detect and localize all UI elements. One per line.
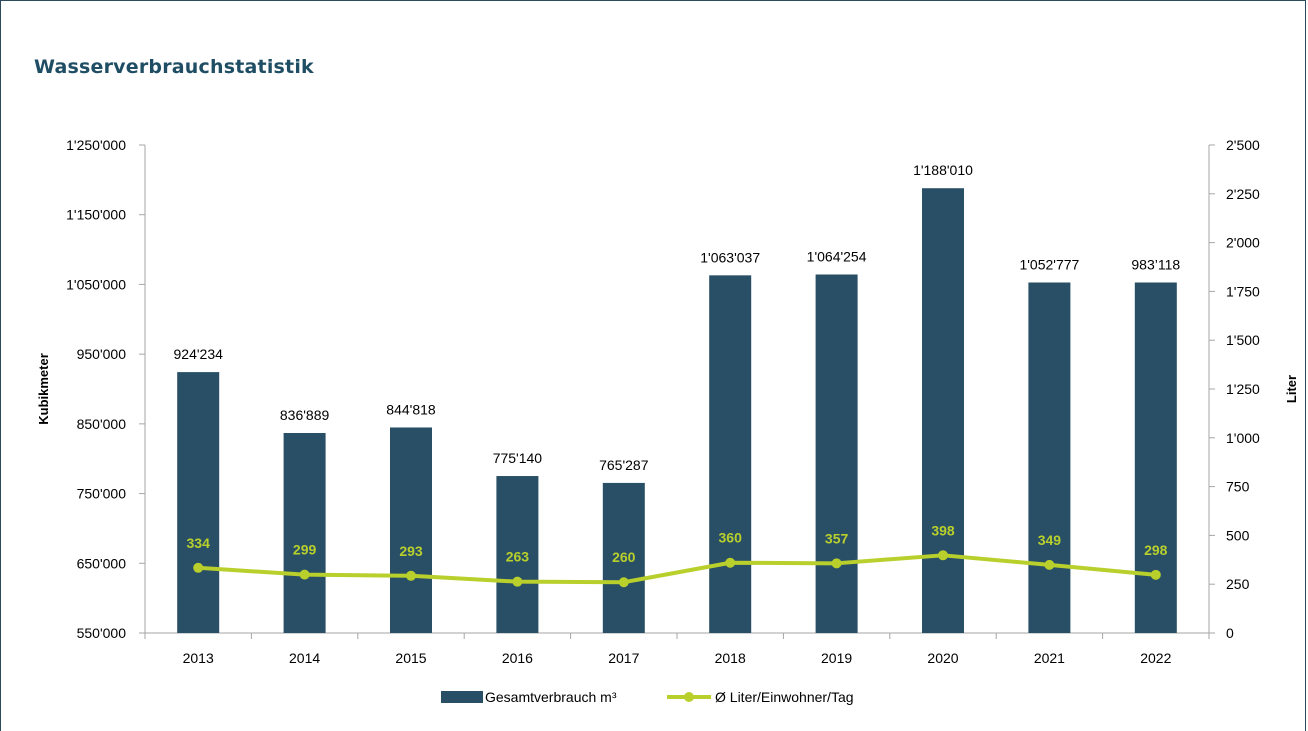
right-tick-label: 1'750 — [1226, 283, 1260, 299]
right-tick-label: 2'250 — [1226, 186, 1260, 202]
bar — [922, 188, 964, 633]
bar-data-label: 765'287 — [599, 457, 649, 473]
bar-data-label: 983’118 — [1131, 256, 1180, 272]
right-tick-label: 2'500 — [1226, 137, 1260, 153]
right-tick-label: 1'250 — [1226, 381, 1260, 397]
x-tick-label: 2016 — [502, 650, 533, 666]
line-point — [938, 550, 948, 561]
x-tick-label: 2014 — [289, 650, 320, 666]
bar — [390, 427, 432, 633]
right-tick-label: 500 — [1226, 527, 1250, 543]
line-point — [1150, 569, 1161, 580]
page-title: Wasserverbrauchstatistik — [34, 56, 314, 78]
left-tick-label: 1'050'000 — [66, 276, 126, 292]
bar — [496, 476, 539, 633]
line-point — [193, 562, 204, 573]
left-tick-label: 550'000 — [77, 625, 127, 641]
line-data-label: 260 — [612, 549, 636, 565]
right-tick-label: 250 — [1226, 576, 1250, 592]
y2-axis-title: Liter — [1284, 375, 1299, 403]
line-data-label: 334 — [187, 535, 211, 551]
left-tick-label: 750'000 — [77, 486, 127, 502]
line-point — [406, 570, 416, 581]
legend-label-bars: Gesamtverbrauch m³ — [485, 689, 617, 705]
bar — [709, 275, 752, 633]
line-point — [831, 558, 842, 569]
right-tick-label: 2'000 — [1226, 235, 1260, 251]
left-tick-label: 650'000 — [77, 555, 127, 571]
bar-data-label: 1'052'777 — [1019, 256, 1079, 272]
left-tick-label: 1'150'000 — [66, 207, 126, 223]
bar-data-label: 1'063'037 — [700, 249, 760, 265]
line-data-label: 349 — [1038, 532, 1062, 548]
line-point — [299, 569, 310, 580]
bar — [177, 372, 220, 633]
x-tick-label: 2022 — [1140, 650, 1171, 666]
y-axis-title: Kubikmeter — [36, 353, 51, 425]
left-tick-label: 1'250'000 — [66, 137, 126, 153]
line-data-label: 357 — [825, 530, 849, 546]
line-data-label: 298 — [1144, 542, 1168, 558]
left-tick-label: 850'000 — [77, 416, 127, 432]
bar — [1134, 282, 1177, 633]
line-data-label: 299 — [293, 542, 317, 558]
x-tick-label: 2015 — [395, 650, 426, 666]
line-point — [1044, 559, 1055, 570]
right-tick-label: 0 — [1226, 625, 1234, 641]
bar-data-label: 775'140 — [493, 450, 543, 466]
legend-swatch-marker — [684, 692, 694, 702]
line-point — [725, 557, 736, 568]
line-data-label: 360 — [719, 530, 743, 546]
x-tick-label: 2020 — [927, 650, 958, 666]
bar-data-label: 1'064'254 — [807, 248, 867, 264]
bar-data-label: 924'234 — [174, 346, 224, 362]
line-data-label: 293 — [399, 543, 423, 559]
x-tick-label: 2018 — [715, 650, 746, 666]
x-tick-label: 2021 — [1034, 650, 1065, 666]
left-tick-label: 950'000 — [77, 346, 127, 362]
bar — [1028, 282, 1071, 633]
x-tick-label: 2017 — [608, 650, 639, 666]
legend-label-line: Ø Liter/Einwohner/Tag — [715, 689, 854, 705]
bar — [602, 482, 645, 633]
bar — [283, 432, 326, 633]
x-tick-label: 2019 — [821, 650, 852, 666]
right-tick-label: 750 — [1226, 479, 1250, 495]
bar — [815, 274, 858, 633]
bar-data-label: 1'188'010 — [913, 162, 973, 178]
line-point — [618, 577, 629, 588]
line-data-label: 398 — [931, 522, 955, 538]
right-tick-label: 1'000 — [1226, 430, 1260, 446]
right-tick-label: 1'500 — [1226, 332, 1260, 348]
legend-swatch-bars — [441, 691, 483, 703]
x-tick-label: 2013 — [183, 650, 214, 666]
bar-data-label: 844'818 — [386, 401, 436, 417]
bar-data-label: 836'889 — [280, 407, 330, 423]
line-data-label: 263 — [506, 549, 530, 565]
line-series — [198, 553, 1156, 585]
line-point — [512, 576, 523, 587]
